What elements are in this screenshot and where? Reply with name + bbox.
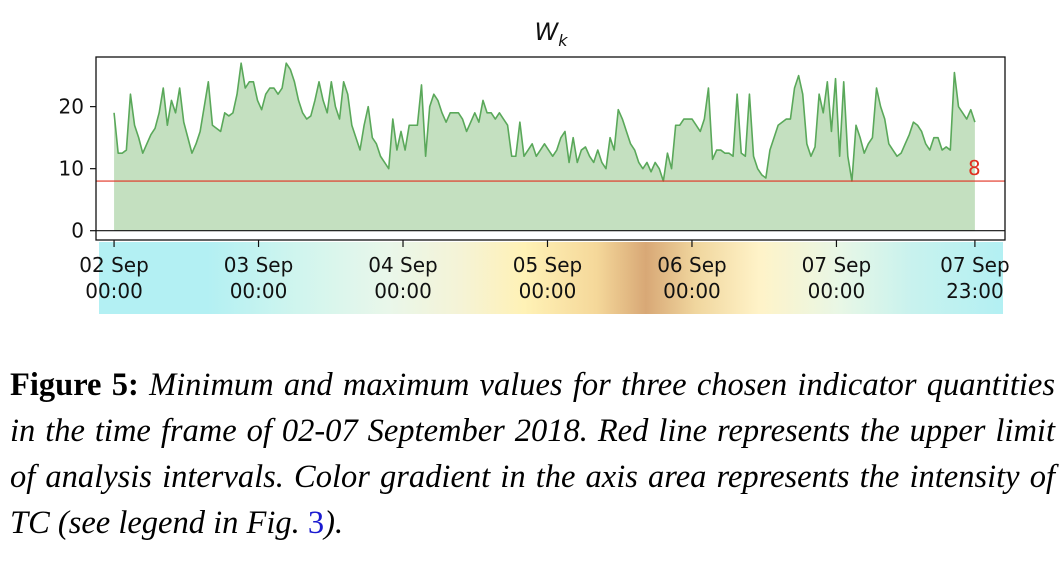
reference-line-label: 8 [968, 156, 981, 180]
tc-intensity-band [99, 242, 1003, 314]
figure-reference-link[interactable]: 3 [307, 505, 325, 541]
x-tick-label: 07 Sep 23:00 [940, 253, 1010, 303]
figure-label: Figure 5: [10, 367, 139, 403]
chart-title: Wk [535, 18, 569, 50]
chart: Wk 8 0 10 20 02 Sep 00:00 03 Sep 00:00 04 Sep 00… [59, 18, 1010, 314]
x-tick-label: 05 Sep 00:00 [513, 253, 583, 303]
x-tick-label: 07 Sep 00:00 [802, 253, 872, 303]
y-tick-label: 10 [59, 157, 84, 181]
figure-caption: Figure 5: Minimum and maximum values for… [10, 362, 1055, 546]
plot-area: 8 [96, 62, 1005, 232]
y-tick-label: 20 [59, 95, 84, 119]
plot-frame [95, 56, 1006, 241]
axes: 0 10 20 02 Sep 00:00 03 Sep 00:00 04 Sep 00:00 05… [59, 56, 1010, 303]
x-tick-label: 06 Sep 00:00 [657, 253, 727, 303]
y-tick-label: 0 [71, 219, 84, 243]
series-area [114, 63, 975, 231]
x-tick-label: 02 Sep 00:00 [79, 253, 149, 303]
x-tick-label: 03 Sep 00:00 [224, 253, 294, 303]
caption-text: Minimum and maximum values for three cho… [10, 367, 1055, 541]
series-line [113, 62, 976, 182]
caption-end: ). [324, 505, 344, 541]
x-tick-label: 04 Sep 00:00 [368, 253, 438, 303]
